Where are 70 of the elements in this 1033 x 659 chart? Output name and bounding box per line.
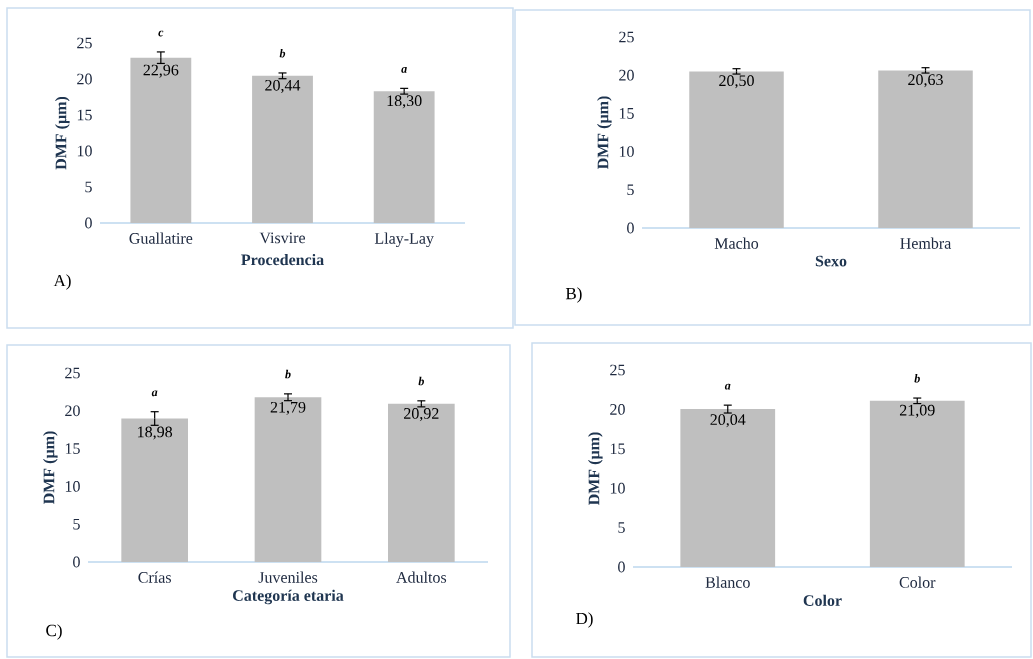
x-tick-label: Guallatire: [129, 232, 193, 244]
data-label: 21,09: [899, 404, 935, 418]
y-axis-title: DMF (µm): [43, 431, 58, 505]
data-label: 20,44: [265, 79, 301, 94]
annotation: a: [401, 67, 407, 73]
annotation: b: [418, 376, 424, 386]
y-tick-label: 10: [65, 481, 80, 492]
bar: [121, 418, 188, 562]
y-tick-label: 5: [73, 518, 80, 530]
x-axis-title: Color: [803, 594, 842, 606]
x-tick-label: Visvire: [259, 232, 306, 244]
annotation: a: [151, 390, 158, 397]
data-label: 21,79: [270, 401, 306, 415]
y-tick-label: 5: [627, 184, 634, 196]
x-tick-label: Hembra: [900, 237, 952, 249]
x-axis-title: Procedencia: [241, 253, 324, 266]
annotation: b: [914, 374, 920, 383]
data-label: 18,98: [138, 426, 173, 440]
annotation: a: [724, 383, 731, 390]
bar: [373, 91, 435, 223]
y-tick-label: 25: [65, 367, 80, 379]
y-tick-label: 15: [65, 443, 80, 454]
x-axis-title: Categoría etaria: [233, 589, 344, 605]
y-tick-label: 0: [85, 217, 92, 229]
text: c: [158, 30, 164, 37]
x-tick-label: Color: [899, 576, 936, 588]
bar: [130, 57, 192, 223]
y-tick-label: 0: [618, 561, 625, 573]
annotation: b: [279, 48, 286, 58]
y-axis-title: DMF (µm): [588, 432, 603, 506]
y-axis-title: DMF (µm): [597, 96, 612, 170]
bar: [254, 397, 322, 562]
y-tick-label: 15: [77, 109, 92, 121]
text: B): [565, 287, 582, 303]
x-tick-label: Macho: [714, 237, 759, 249]
y-tick-label: 0: [73, 556, 80, 568]
bar: [388, 403, 455, 562]
x-tick-label: Crías: [138, 571, 171, 583]
y-tick-label: 15: [619, 108, 634, 119]
x-tick-label: Blanco: [705, 576, 750, 588]
text: A): [53, 274, 71, 290]
y-tick-label: 10: [619, 146, 634, 157]
data-label: 18,30: [387, 95, 422, 109]
y-tick-label: 25: [619, 31, 634, 43]
annotation: b: [285, 369, 291, 379]
data-label: 22,96: [143, 64, 179, 78]
y-tick-label: 5: [85, 181, 92, 193]
y-tick-label: 25: [77, 37, 92, 49]
text: D): [576, 612, 593, 628]
y-tick-label: 20: [610, 404, 625, 415]
text: C): [46, 624, 62, 640]
y-tick-label: 10: [77, 145, 92, 157]
x-tick-label: Adultos: [396, 571, 447, 583]
y-tick-label: 5: [618, 522, 625, 533]
y-tick-label: 20: [77, 73, 92, 85]
bar: [252, 75, 313, 223]
y-tick-label: 20: [619, 69, 634, 81]
y-tick-label: 0: [627, 222, 634, 234]
data-label: 20,50: [719, 75, 754, 89]
y-tick-label: 10: [610, 482, 625, 494]
x-tick-label: Llay-Lay: [374, 232, 434, 248]
y-tick-label: 15: [610, 443, 625, 455]
data-label: 20,92: [404, 408, 439, 422]
y-axis-title: DMF (µm): [55, 96, 70, 170]
x-tick-label: Juveniles: [258, 571, 318, 583]
y-tick-label: 20: [65, 405, 80, 417]
data-label: 20,63: [908, 74, 943, 88]
data-label: 20,04: [710, 414, 746, 428]
x-axis-title: Sexo: [815, 255, 847, 267]
y-tick-label: 25: [610, 364, 625, 376]
